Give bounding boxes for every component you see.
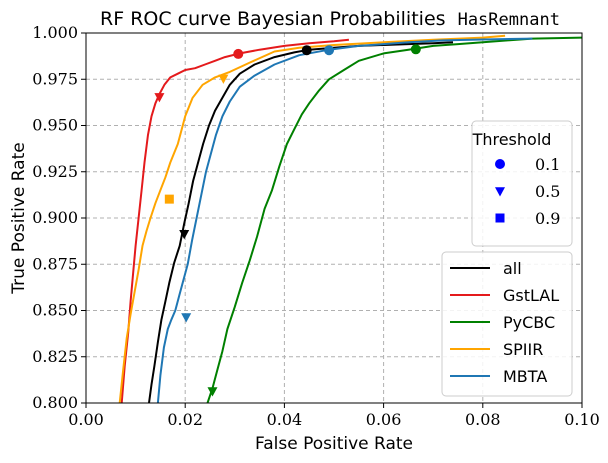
y-tick-label: 0.900 — [32, 208, 78, 227]
x-tick-label: 0.06 — [366, 410, 402, 429]
y-tick-label: 0.825 — [32, 347, 78, 366]
y-tick-label: 0.925 — [32, 162, 78, 181]
series-line-spiir — [118, 34, 506, 404]
chart-title-text: RF ROC curve Bayesian Probabilities — [100, 8, 445, 30]
threshold-legend-title: Threshold — [472, 130, 552, 149]
threshold-marker-spiir-09 — [164, 194, 174, 204]
y-tick-label: 1.000 — [32, 23, 78, 42]
threshold-legend-entries: 0.1 0.5 0.9 — [495, 155, 560, 228]
series-legend-box — [441, 251, 573, 397]
x-axis-label: False Positive Rate — [255, 434, 413, 454]
chart-title: RF ROC curve Bayesian Probabilities HasR… — [100, 8, 560, 30]
threshold-legend-marker-triangle-down — [495, 187, 505, 197]
series-legend-label: all — [503, 259, 522, 278]
threshold-legend-marker-circle — [495, 159, 505, 169]
threshold-legend-label: 0.1 — [535, 155, 560, 174]
y-tick-label: 0.850 — [32, 301, 78, 320]
series-lines — [118, 34, 583, 404]
threshold-marker-gstlal-05 — [154, 93, 165, 103]
y-tick-label: 0.975 — [32, 69, 78, 88]
threshold-legend-label: 0.9 — [535, 209, 560, 228]
threshold-marker-all-01 — [301, 45, 312, 56]
threshold-legend: Threshold 0.1 0.5 0.9 — [471, 120, 573, 247]
threshold-marker-mbta-05 — [181, 313, 192, 323]
threshold-marker-all-05 — [179, 229, 190, 240]
x-tick-label: 0.08 — [465, 410, 501, 429]
threshold-marker-gstlal-01 — [233, 48, 244, 59]
x-tick-label: 0.04 — [267, 410, 303, 429]
series-legend-label: PyCBC — [503, 313, 555, 332]
series-legend: all GstLAL PyCBC SPIIR MBTA — [441, 251, 573, 397]
series-legend-label: MBTA — [503, 367, 547, 386]
x-tick-label: 0.10 — [564, 410, 600, 429]
threshold-legend-marker-square — [495, 213, 505, 223]
threshold-legend-label: 0.5 — [535, 182, 560, 201]
x-tick-label: 0.00 — [68, 410, 104, 429]
series-line-mbta — [156, 37, 533, 404]
threshold-marker-pycbc-01 — [410, 44, 421, 55]
x-axis-ticks: 0.00 0.02 0.04 0.06 0.08 0.10 — [68, 403, 600, 429]
series-legend-entries: all GstLAL PyCBC SPIIR MBTA — [450, 259, 559, 386]
threshold-marker-spiir-05 — [218, 74, 229, 84]
x-tick-label: 0.02 — [167, 410, 203, 429]
chart-title-code: HasRemnant — [458, 10, 560, 30]
y-axis-ticks: 0.800 0.825 0.850 0.875 0.900 0.925 0.950 0.975… — [32, 23, 86, 412]
threshold-marker-pycbc-05 — [207, 387, 218, 397]
y-tick-label: 0.800 — [32, 393, 78, 412]
y-axis-label: True Positive Rate — [9, 142, 29, 294]
series-legend-label: SPIIR — [503, 340, 543, 359]
threshold-markers — [154, 44, 421, 397]
y-tick-label: 0.950 — [32, 116, 78, 135]
series-legend-label: GstLAL — [503, 286, 559, 305]
series-line-pycbc — [206, 36, 583, 404]
y-tick-label: 0.875 — [32, 254, 78, 273]
series-line-gstlal — [120, 38, 350, 404]
threshold-marker-mbta-01 — [324, 45, 335, 56]
